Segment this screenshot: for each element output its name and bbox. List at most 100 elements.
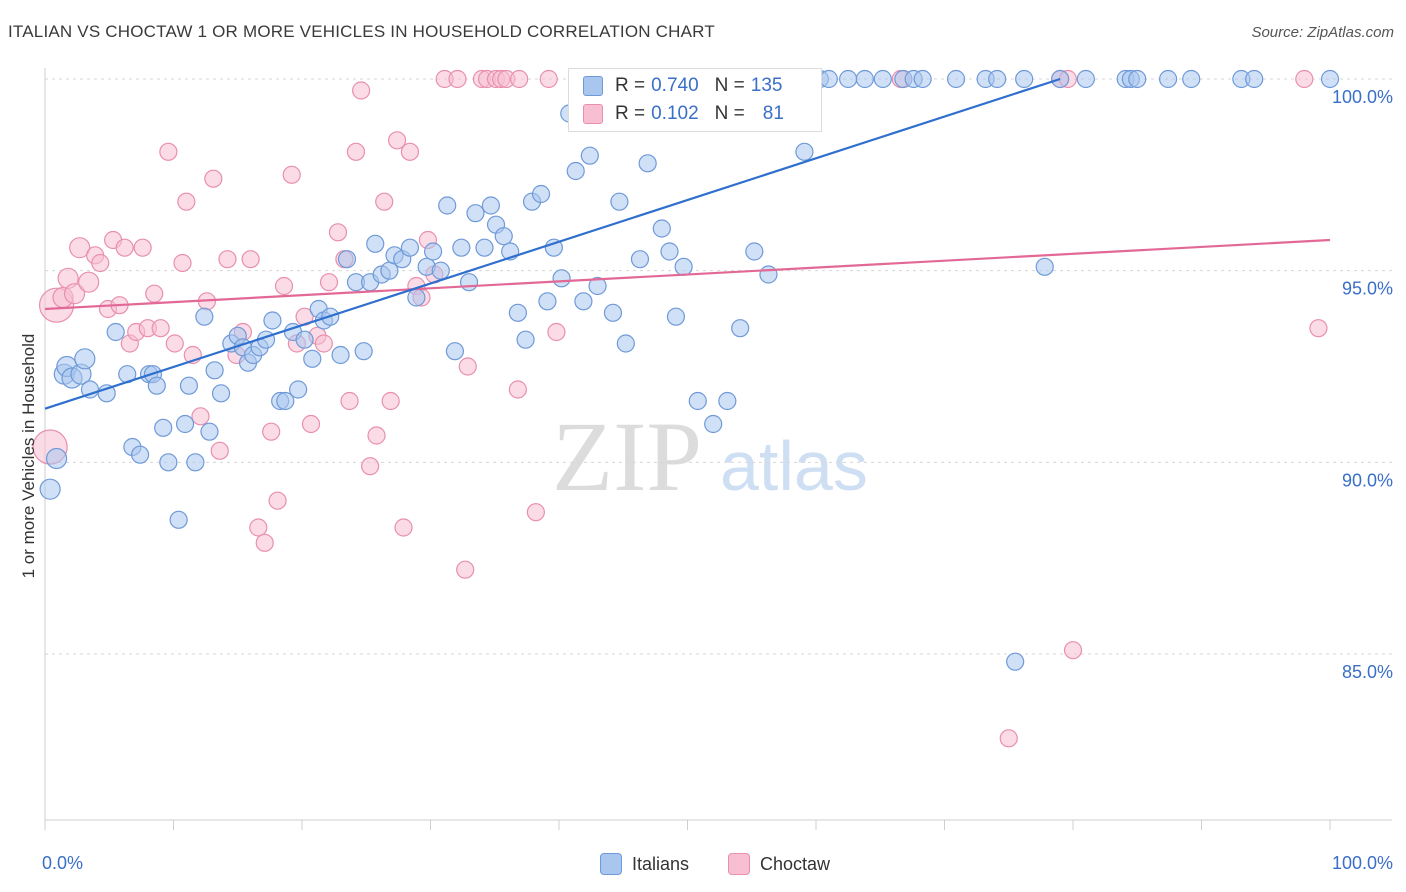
italian-point — [337, 250, 357, 269]
tick-labels: 85.0% 90.0% 95.0% 100.0% 0.0% 100.0% — [42, 87, 1393, 873]
stats-legend: R = 0.740 N = 135 R = 0.102 N = 81 — [568, 68, 822, 132]
axes — [44, 68, 1392, 830]
choctaw-point — [78, 271, 100, 293]
choctaw-point — [394, 518, 413, 537]
choctaw-point — [218, 250, 237, 269]
italian-point — [366, 234, 385, 253]
italians-swatch — [583, 76, 603, 96]
choctaw-point — [133, 238, 152, 257]
italian-point — [289, 380, 308, 399]
italian-point — [195, 307, 214, 326]
italians-legend-swatch — [600, 853, 622, 875]
r-value: 0.102 — [651, 103, 699, 124]
italian-point — [475, 238, 494, 257]
choctaw-legend-label: Choctaw — [760, 853, 831, 874]
italian-point — [45, 447, 68, 470]
italian-point — [438, 196, 457, 215]
italian-point — [1035, 257, 1054, 276]
italian-point — [159, 453, 178, 472]
italian-point — [1128, 69, 1147, 89]
choctaw-legend-swatch — [728, 853, 750, 875]
italian-point — [819, 69, 838, 89]
italian-point — [106, 322, 125, 342]
italian-point — [574, 292, 593, 311]
r-label: R = — [615, 75, 646, 96]
choctaw-point — [210, 441, 229, 460]
choctaw-point — [547, 322, 566, 342]
italian-point — [466, 204, 485, 223]
italian-point — [666, 307, 686, 326]
choctaw-trend-line — [44, 238, 1331, 311]
italian-trend-line — [44, 77, 1061, 410]
italian-point — [200, 422, 219, 441]
italian-point — [400, 238, 420, 257]
choctaw-point — [367, 426, 386, 445]
italian-point — [154, 418, 173, 437]
italian-point — [508, 303, 527, 322]
y-tick-label: 100.0% — [1332, 87, 1393, 107]
choctaw-point — [262, 422, 281, 441]
italian-point — [610, 192, 629, 211]
italian-point — [855, 69, 874, 89]
choctaw-point — [63, 283, 86, 305]
watermark-zip: ZIP — [552, 401, 702, 512]
italian-point — [538, 292, 557, 311]
italian-point — [731, 319, 750, 338]
y-tick-label: 90.0% — [1342, 470, 1393, 490]
choctaw-point — [69, 237, 91, 259]
italian-point — [1015, 69, 1034, 89]
choctaw-point — [328, 223, 348, 242]
choctaw-point — [191, 407, 210, 426]
italian-point — [913, 69, 932, 89]
italian-point — [704, 414, 723, 434]
italian-point — [303, 349, 322, 368]
choctaw-point — [526, 503, 545, 522]
italian-point — [531, 184, 551, 204]
r-value: 0.740 — [651, 75, 699, 96]
watermark-atlas: atlas — [720, 427, 868, 505]
r-label: R = — [615, 103, 646, 124]
choctaw-point — [314, 334, 333, 353]
choctaw-point — [352, 81, 371, 100]
n-value: 135 — [750, 75, 783, 96]
italian-point — [295, 330, 314, 349]
chart-title: ITALIAN VS CHOCTAW 1 OR MORE VEHICLES IN… — [8, 22, 715, 41]
legend-item-italians[interactable]: Italians — [600, 852, 689, 876]
choctaw-point — [115, 238, 134, 257]
italian-point — [130, 445, 150, 464]
choctaw-point — [268, 491, 287, 510]
choctaw-point — [448, 69, 467, 89]
choctaw-point — [1309, 319, 1328, 338]
italians-legend-label: Italians — [632, 853, 690, 874]
choctaw-point — [539, 69, 558, 89]
choctaw-point — [301, 414, 321, 434]
choctaw-point — [282, 165, 301, 184]
italian-point — [588, 276, 607, 296]
n-value: 81 — [762, 103, 784, 124]
italian-point — [603, 303, 623, 322]
italian-point — [452, 238, 471, 257]
italian-point — [718, 391, 737, 411]
choctaw-point — [340, 391, 359, 411]
choctaw-point — [274, 276, 294, 296]
choctaw-point — [249, 518, 268, 537]
italian-point — [630, 250, 650, 269]
trend-lines — [44, 77, 1331, 410]
choctaw-point — [387, 131, 407, 150]
italian-point — [186, 453, 205, 472]
n-label: N = — [714, 75, 745, 96]
source-label: Source: ZipAtlas.com — [1251, 24, 1394, 41]
italian-point — [516, 330, 535, 349]
choctaw-point — [1295, 69, 1314, 89]
legend-row-italians: R = 0.740 N = 135 — [583, 73, 782, 99]
italian-point — [873, 69, 892, 89]
italian-point — [494, 227, 513, 246]
italian-point — [688, 391, 707, 411]
choctaw-point — [319, 273, 339, 292]
italian-point — [1076, 69, 1095, 89]
italian-point — [263, 311, 282, 330]
legend-item-choctaw[interactable]: Choctaw — [728, 852, 830, 876]
grid — [45, 78, 1392, 655]
choctaw-point — [456, 560, 475, 579]
choctaw-point — [151, 319, 170, 338]
